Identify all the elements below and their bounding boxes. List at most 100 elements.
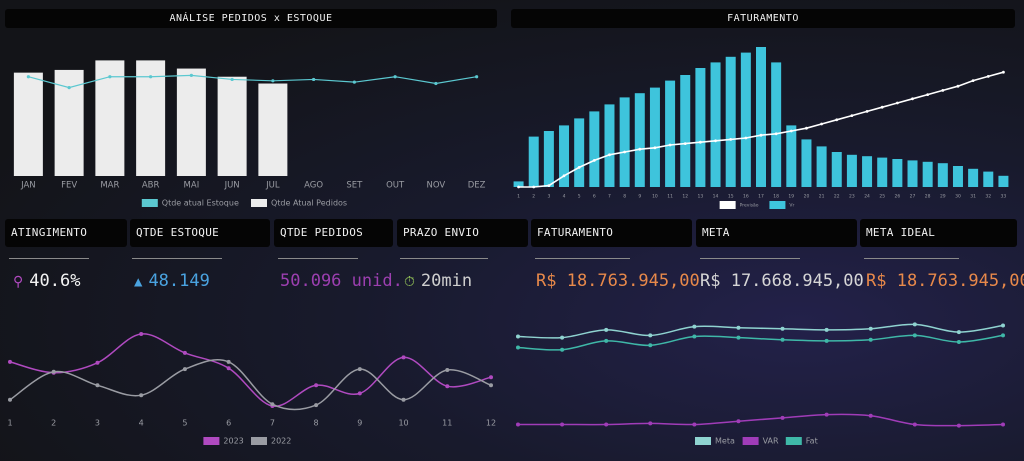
- point: [736, 335, 741, 340]
- kpi: 50.096 unid.: [280, 270, 403, 292]
- point: [668, 143, 672, 147]
- point: [226, 366, 231, 371]
- kpi: ⚲ 40.6%: [13, 270, 80, 293]
- point: [789, 129, 793, 133]
- point: [401, 355, 406, 360]
- bar: [559, 125, 570, 187]
- bar: [922, 161, 933, 187]
- x-tick-label: MAI: [184, 181, 200, 191]
- point: [271, 79, 275, 83]
- point: [67, 86, 71, 90]
- point: [445, 384, 450, 389]
- x-tick-label: 12: [486, 419, 496, 428]
- point: [1001, 422, 1005, 427]
- bar: [513, 181, 524, 187]
- bar: [831, 152, 842, 187]
- point: [393, 75, 397, 79]
- legend-swatch: [695, 437, 711, 445]
- x-tick-label: 10: [652, 194, 658, 200]
- x-tick-label: 12: [682, 194, 688, 200]
- point: [638, 147, 642, 151]
- divider: [535, 258, 630, 259]
- x-tick-label: JAN: [20, 181, 36, 191]
- kpi: R$ 17.668.945,00: [700, 270, 864, 292]
- point: [604, 422, 609, 427]
- kpi-value: 50.096 unid.: [280, 271, 403, 291]
- x-tick-label: 6: [226, 419, 231, 428]
- x-tick-label: 1: [517, 194, 520, 200]
- point: [912, 322, 917, 327]
- point: [774, 132, 778, 136]
- point: [868, 413, 873, 418]
- x-tick-label: 5: [578, 194, 581, 200]
- x-tick-label: 8: [314, 419, 319, 428]
- legend-swatch: [719, 201, 736, 209]
- legend-swatch: [251, 199, 267, 207]
- point: [312, 77, 316, 82]
- point: [516, 334, 520, 339]
- kpi-value: 40.6%: [29, 271, 81, 291]
- bar: [952, 166, 963, 187]
- point: [780, 337, 785, 342]
- x-tick-label: 4: [563, 194, 566, 200]
- point: [592, 159, 596, 162]
- kpi: ⏱ 20min: [404, 270, 472, 293]
- point: [698, 140, 702, 144]
- point: [182, 367, 187, 372]
- point: [139, 332, 144, 336]
- point: [912, 422, 917, 427]
- x-tick-label: DEZ: [468, 181, 486, 191]
- icon: ⚲: [13, 274, 24, 290]
- kpi-label: FATURAMENTO: [531, 219, 692, 247]
- x-tick-label: NOV: [427, 181, 446, 191]
- x-tick-label: 16: [743, 194, 749, 200]
- bar: [574, 118, 585, 187]
- point: [475, 75, 479, 79]
- point: [956, 84, 960, 88]
- x-tick-label: 29: [940, 194, 946, 200]
- bar: [907, 160, 918, 187]
- point: [314, 383, 319, 388]
- point: [912, 333, 917, 338]
- legend-swatch: [203, 437, 220, 445]
- point: [714, 139, 717, 143]
- point: [692, 324, 697, 329]
- x-tick-label: 14: [713, 194, 719, 200]
- x-tick-label: MAR: [100, 181, 119, 191]
- point: [780, 415, 785, 420]
- point: [805, 126, 808, 130]
- legend-label: Fat: [806, 437, 818, 446]
- point: [835, 118, 839, 122]
- bar: [13, 72, 43, 176]
- point: [604, 327, 609, 332]
- bar: [258, 83, 288, 176]
- line: [9, 359, 492, 411]
- line: [517, 323, 1004, 339]
- bar: [589, 111, 600, 187]
- x-tick-label: 18: [773, 194, 779, 200]
- point: [517, 185, 520, 189]
- bar: [998, 175, 1009, 187]
- point: [880, 105, 884, 109]
- point: [648, 333, 653, 338]
- point: [547, 184, 551, 188]
- divider: [132, 258, 222, 259]
- point: [824, 338, 829, 343]
- x-tick-label: 17: [758, 194, 764, 200]
- line: [517, 334, 1004, 351]
- x-tick-label: 3: [95, 419, 100, 428]
- legend-label: VAR: [763, 437, 779, 446]
- kpi-label: QTDE ESTOQUE: [130, 219, 270, 247]
- bar: [801, 139, 812, 187]
- bar: [176, 68, 206, 176]
- bar: [634, 93, 645, 187]
- point: [357, 391, 362, 396]
- point: [560, 347, 565, 352]
- point: [108, 75, 112, 79]
- x-tick-label: FEV: [61, 181, 77, 191]
- point: [736, 325, 741, 330]
- icon: ⏱: [404, 274, 415, 290]
- kpi-label: QTDE PEDIDOS: [274, 219, 393, 247]
- x-tick-label: 13: [698, 194, 704, 200]
- kpi: ▲ 48.149: [134, 270, 210, 293]
